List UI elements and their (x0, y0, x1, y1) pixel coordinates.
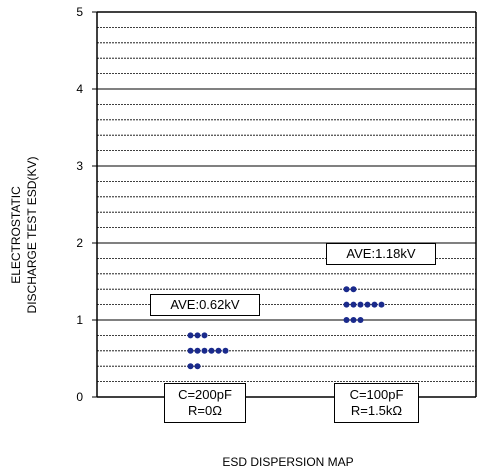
y-axis-label-line1: ELECTROSTATIC (9, 186, 23, 284)
data-point (194, 363, 201, 370)
y-tick-label: 3 (76, 159, 83, 173)
data-point (350, 286, 357, 293)
data-point (201, 347, 208, 354)
data-point (378, 301, 385, 308)
group1-condition-line2: R=0Ω (188, 403, 222, 418)
data-point (187, 347, 194, 354)
group2-condition-label: C=100pF R=1.5kΩ (334, 383, 419, 423)
data-point (350, 301, 357, 308)
data-point (350, 317, 357, 323)
y-tick-label: 2 (76, 236, 83, 250)
data-point (357, 301, 364, 308)
data-point (357, 317, 364, 323)
group2-condition-line1: C=100pF (349, 387, 404, 402)
y-tick-label: 5 (76, 5, 83, 19)
data-point (201, 332, 208, 339)
data-point (343, 286, 350, 293)
group1-average-label: AVE:0.62kV (150, 294, 260, 316)
group2-average-label: AVE:1.18kV (326, 243, 436, 265)
group1-condition-label: C=200pF R=0Ω (164, 383, 246, 423)
data-point (364, 301, 371, 308)
axes (92, 11, 477, 398)
group2-condition-line2: R=1.5kΩ (350, 403, 403, 418)
data-point (194, 347, 201, 354)
y-tick-labels: 0 1 2 3 4 5 (76, 5, 83, 404)
data-point (215, 347, 222, 354)
y-tick-label: 1 (76, 313, 83, 327)
data-point (208, 347, 215, 354)
data-point (187, 332, 194, 339)
y-axis-label-line2: DISCHARGE TEST ESD(KV) (25, 157, 39, 314)
data-point (187, 363, 194, 370)
y-tick-label: 0 (76, 390, 83, 404)
data-point (343, 301, 350, 308)
data-point (371, 301, 378, 308)
y-tick-label: 4 (76, 82, 83, 96)
data-point (222, 347, 229, 354)
group1-condition-line1: C=200pF (178, 387, 232, 402)
data-points (187, 286, 385, 370)
data-point (194, 332, 201, 339)
gridlines (97, 26, 476, 383)
chart-title: ESD DISPERSION MAP (222, 455, 353, 469)
data-point (343, 317, 350, 323)
